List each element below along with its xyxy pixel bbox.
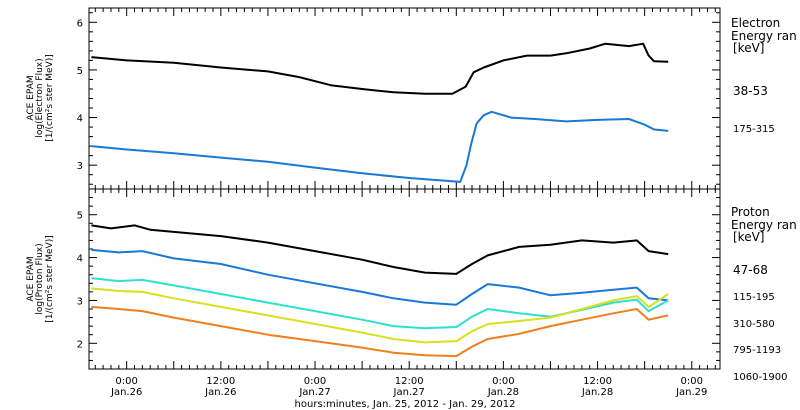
x-axis-label: hours:minutes, Jan. 25, 2012 - Jan. 29, … (295, 399, 516, 410)
xtick-date-label: Jan.26 (204, 387, 236, 398)
xtick-time-label: 0:00 (492, 376, 514, 387)
proton-legend-310-580: 310-580 (733, 319, 775, 330)
proton-ylabel: ACE EPAM log(Proton Flux) [1/(cm²s ster … (26, 235, 55, 322)
xtick-time-label: 12:00 (395, 376, 424, 387)
proton-legend-title: Proton Energy ran [keV] (731, 205, 797, 244)
electron-ytick-label: 5 (77, 66, 83, 77)
electron-legend-38-53: 38-53 (733, 84, 768, 98)
xtick-date-label: Jan.27 (298, 387, 330, 398)
proton-legend-title-line-2: Energy ran (731, 218, 797, 232)
xtick-date-label: Jan.28 (487, 387, 519, 398)
electron-ylabel-line-3: [1/(cm²s ster MeV)] (45, 54, 55, 141)
xtick-date-label: Jan.27 (393, 387, 425, 398)
proton-ytick-label: 5 (77, 211, 83, 222)
proton-ylabel-line-2: log(Proton Flux) (35, 243, 45, 314)
proton-legend-title-line-3: [keV] (733, 230, 764, 244)
electron-ylabel-line-2: log(Electron Flux) (35, 58, 45, 137)
electron-legend-175-315: 175-315 (733, 124, 775, 135)
electron-legend-title: Electron Energy ran [keV] (731, 16, 797, 55)
proton-ytick-label: 3 (77, 296, 83, 307)
proton-series-1060-1900 (91, 305, 669, 358)
proton-series-47-68 (91, 224, 669, 275)
proton-ytick-label: 2 (77, 339, 83, 350)
proton-series-795-1193 (91, 287, 669, 344)
xtick-time-label: 12:00 (583, 376, 612, 387)
electron-panel-frame (88, 7, 721, 190)
proton-ylabel-line-1: ACE EPAM (26, 256, 36, 301)
proton-legend-115-195: 115-195 (733, 292, 775, 303)
proton-ytick-label: 4 (77, 254, 83, 265)
xtick-time-label: 0:00 (304, 376, 326, 387)
proton-series-310-580 (91, 277, 669, 330)
xtick-time-label: 12:00 (206, 376, 235, 387)
electron-legend-title-line-3: [keV] (733, 41, 764, 55)
electron-ylabel-line-1: ACE EPAM (26, 75, 36, 120)
electron-ytick-label: 6 (77, 18, 83, 29)
electron-series-38-53 (91, 42, 669, 95)
electron-ylabel: ACE EPAM log(Electron Flux) [1/(cm²s ste… (26, 54, 55, 141)
proton-legend-1060-1900: 1060-1900 (733, 372, 788, 383)
xtick-date-label: Jan.26 (110, 387, 142, 398)
proton-legend-795-1193: 795-1193 (733, 345, 781, 356)
proton-legend-47-68: 47-68 (733, 263, 768, 277)
xtick-date-label: Jan.28 (581, 387, 613, 398)
xtick-date-label: Jan.29 (675, 387, 707, 398)
electron-ytick-label: 3 (77, 161, 83, 172)
xtick-time-label: 0:00 (115, 376, 137, 387)
electron-legend-title-line-2: Energy ran (731, 29, 797, 43)
proton-series-115-195 (91, 248, 669, 306)
proton-panel-frame (88, 188, 721, 370)
electron-series-175-315 (91, 110, 669, 183)
electron-legend-title-line-1: Electron (731, 16, 780, 30)
proton-legend-title-line-1: Proton (731, 205, 770, 219)
xtick-time-label: 0:00 (681, 376, 703, 387)
electron-ytick-label: 4 (77, 114, 83, 125)
proton-ylabel-line-3: [1/(cm²s ster MeV)] (45, 235, 55, 322)
